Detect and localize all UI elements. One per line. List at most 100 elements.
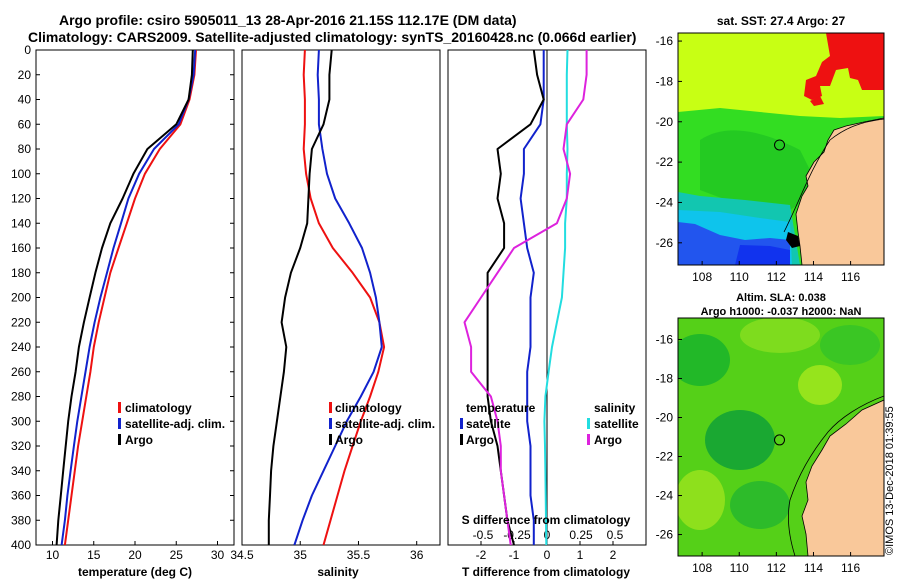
x-tick-label: 1 xyxy=(577,548,584,562)
series-line-argo xyxy=(55,50,194,545)
sst-map-title: sat. SST: 27.4 Argo: 27 xyxy=(717,14,846,28)
x-tick-label: 20 xyxy=(128,548,142,562)
x-tick-label: -1 xyxy=(509,548,520,562)
sla-map-title: Altim. SLA: 0.038 xyxy=(736,292,826,304)
x-tick-label: 0 xyxy=(544,548,551,562)
figure-title: Argo profile: csiro 5905011_13 28-Apr-20… xyxy=(59,12,517,28)
lat-tick-label: -22 xyxy=(656,450,674,464)
depth-tick-label: 340 xyxy=(11,464,31,478)
argo-location-marker xyxy=(774,434,786,446)
lon-tick-label: 114 xyxy=(804,270,823,284)
depth-tick-label: 100 xyxy=(11,167,31,181)
legend-swatch-climatology xyxy=(329,402,332,413)
sla-map: Altim. SLA: 0.038 Argo h1000: -0.037 h20… xyxy=(656,292,885,575)
lon-tick-label: 116 xyxy=(841,270,860,284)
legend-swatch-s-argo xyxy=(587,434,590,445)
depth-tick-label: 220 xyxy=(11,315,31,329)
series-line-temperature-satellite xyxy=(519,50,545,545)
depth-tick-label: 20 xyxy=(18,68,32,82)
temperature-panel: 0204060801001201401601802002202402602803… xyxy=(11,43,646,579)
series-line-climatology xyxy=(302,50,386,545)
legend-heading-salinity: salinity xyxy=(594,401,636,415)
lon-tick-label: 110 xyxy=(730,270,749,284)
depth-tick-label: 320 xyxy=(11,439,31,453)
legend-label-argo: Argo xyxy=(125,433,153,447)
legend-label-s-argo: Argo xyxy=(594,433,622,447)
x-tick-label: 34.5 xyxy=(230,548,254,562)
depth-tick-label: 300 xyxy=(11,414,31,428)
sla-map-axes: 108 110 112 114 116 -16 -18 -20 -22 -24 -26 xyxy=(656,332,861,575)
legend-swatch-t-satellite xyxy=(460,418,463,429)
depth-tick-label: 260 xyxy=(11,365,31,379)
legend-heading-temperature: temperature xyxy=(466,401,536,415)
legend-label-satellite: satellite-adj. clim. xyxy=(125,417,225,431)
series-line-salinity-satellite xyxy=(543,50,569,545)
x-tick-label: 35.5 xyxy=(347,548,371,562)
depth-tick-label: 80 xyxy=(18,142,32,156)
salinity-legend: climatology satellite-adj. clim. Argo xyxy=(329,401,435,447)
s-tick-label: 0.5 xyxy=(607,528,624,542)
x-tick-label: 10 xyxy=(46,548,60,562)
depth-tick-label: 180 xyxy=(11,266,31,280)
depth-tick-label: 380 xyxy=(11,513,31,527)
legend-swatch-argo xyxy=(329,434,332,445)
depth-tick-label: 240 xyxy=(11,340,31,354)
s-tick-label: 0.25 xyxy=(569,528,593,542)
lat-tick-label: -18 xyxy=(656,74,674,88)
lon-tick-label: 108 xyxy=(692,561,712,575)
temperature-axis-label: temperature (deg C) xyxy=(78,565,192,579)
legend-swatch-argo xyxy=(118,434,121,445)
x-tick-label: 30 xyxy=(211,548,225,562)
legend-swatch-t-argo xyxy=(460,434,463,445)
legend-label-climatology: climatology xyxy=(125,401,192,415)
legend-label-t-argo: Argo xyxy=(466,433,494,447)
s-difference-axis-label: S difference from climatology xyxy=(462,513,631,527)
legend-label-argo: Argo xyxy=(335,433,363,447)
argo-location-marker xyxy=(774,139,786,151)
legend-swatch-climatology xyxy=(118,402,121,413)
lat-tick-label: -24 xyxy=(656,489,674,503)
x-tick-label: 2 xyxy=(610,548,617,562)
lat-tick-label: -16 xyxy=(656,332,674,346)
series-line-temperature-argo xyxy=(486,50,545,545)
figure-subtitle: Climatology: CARS2009. Satellite-adjuste… xyxy=(28,29,636,45)
x-tick-label: 36 xyxy=(410,548,424,562)
legend-swatch-satellite xyxy=(118,418,121,429)
temperature-legend: climatology satellite-adj. clim. Argo xyxy=(118,401,225,447)
lon-tick-label: 114 xyxy=(804,561,823,575)
sst-map: sat. SST: 27.4 Argo: 27 108 110 112 114 116 -… xyxy=(656,14,885,284)
difference-panel: -2 -1 0 1 2 -0.5 -0.25 0 0.25 0.5 T difference f… xyxy=(447,49,647,579)
s-tick-label: -0.5 xyxy=(473,528,494,542)
series-line-salinity-argo xyxy=(463,50,588,545)
lon-tick-label: 108 xyxy=(692,270,712,284)
x-tick-label: 35 xyxy=(294,548,308,562)
lat-tick-label: -20 xyxy=(656,410,674,424)
salinity-axis-label: salinity xyxy=(317,565,359,579)
lat-tick-label: -22 xyxy=(656,155,674,169)
depth-tick-label: 360 xyxy=(11,489,31,503)
depth-tick-label: 40 xyxy=(18,93,32,107)
lat-tick-label: -26 xyxy=(656,236,674,250)
legend-swatch-s-satellite xyxy=(587,418,590,429)
x-tick-label: 15 xyxy=(87,548,101,562)
series-line-satellite-adj-clim- xyxy=(60,50,197,545)
sst-map-axes: 108 110 112 114 116 -16 -18 -20 -22 -24 -26 xyxy=(656,34,861,284)
lat-tick-label: -24 xyxy=(656,195,674,209)
depth-tick-label: 60 xyxy=(18,117,32,131)
depth-tick-label: 140 xyxy=(11,216,31,230)
legend-swatch-satellite xyxy=(329,418,332,429)
sla-map-subtitle: Argo h1000: -0.037 h2000: NaN xyxy=(701,306,862,318)
lon-tick-label: 112 xyxy=(767,270,786,284)
depth-tick-label: 0 xyxy=(24,43,31,57)
legend-label-s-satellite: satellite xyxy=(594,417,639,431)
lon-tick-label: 116 xyxy=(841,561,860,575)
series-line-argo xyxy=(267,50,333,545)
salinity-panel: 34.5 35 35.5 36 salinity climatology satell… xyxy=(230,49,441,579)
lon-tick-label: 112 xyxy=(767,561,786,575)
imos-credit: ©IMOS 13-Dec-2018 01:39:55 xyxy=(884,406,896,555)
legend-label-satellite: satellite-adj. clim. xyxy=(335,417,435,431)
difference-legend: temperature satellite Argo salinity sate… xyxy=(460,401,639,447)
series-line-climatology xyxy=(63,50,197,545)
depth-tick-label: 200 xyxy=(11,291,31,305)
lat-tick-label: -26 xyxy=(656,528,674,542)
